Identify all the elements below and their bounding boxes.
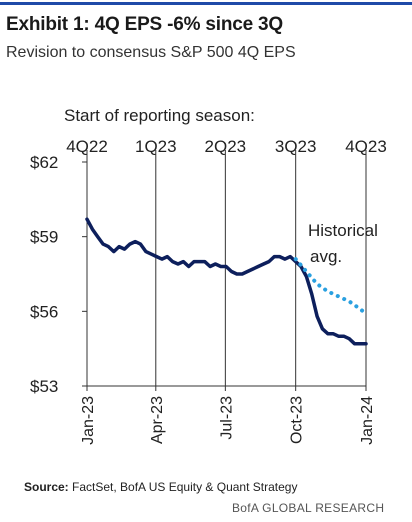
x-tick-label: Jul-23 (218, 396, 235, 440)
y-tick-label: $53 (30, 377, 58, 396)
top-accent-rule (0, 2, 412, 5)
y-tick-label: $59 (30, 228, 58, 247)
season-label: 4Q23 (345, 137, 387, 156)
research-credit: BofA GLOBAL RESEARCH (232, 501, 385, 515)
y-tick-label: $62 (30, 153, 58, 172)
historical-annotation: avg. (310, 247, 342, 266)
x-tick-label: Oct-23 (289, 396, 306, 444)
x-tick-label: Apr-23 (149, 396, 166, 444)
chart-title: Exhibit 1: 4Q EPS -6% since 3Q (6, 14, 283, 35)
labels-group: $62 $59 $56 $53 Jan-23 Apr-23 Jul-23 Oct-23 Jan-… (30, 106, 387, 445)
eps-consensus-line (85, 217, 368, 346)
source-text: FactSet, BofA US Equity & Quant Strategy (68, 480, 298, 494)
x-tick-label: Jan-23 (80, 396, 97, 445)
season-label: 1Q23 (135, 137, 177, 156)
historical-annotation: Historical (308, 221, 378, 240)
x-tick-label: Jan-24 (359, 396, 376, 445)
series-group (85, 217, 368, 346)
source-note: Source: FactSet, BofA US Equity & Quant … (24, 480, 297, 494)
axes-group (82, 150, 367, 391)
source-label: Source: (24, 480, 69, 494)
season-label: 3Q23 (275, 137, 317, 156)
season-heading: Start of reporting season: (64, 106, 255, 125)
season-label: 2Q23 (205, 137, 247, 156)
historical-avg-line (293, 257, 368, 316)
y-tick-label: $56 (30, 302, 58, 321)
season-label: 4Q22 (66, 137, 108, 156)
chart-subtitle: Revision to consensus S&P 500 4Q EPS (6, 44, 296, 61)
